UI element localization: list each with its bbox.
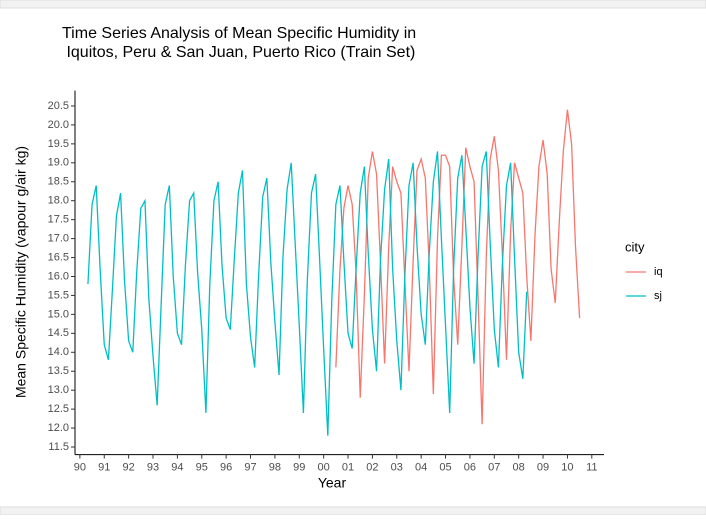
x-tick-label: 92 bbox=[123, 462, 135, 474]
x-tick-label: 07 bbox=[488, 462, 500, 474]
y-tick-label: 14.5 bbox=[48, 327, 69, 339]
y-tick-label: 17.0 bbox=[48, 233, 69, 245]
y-tick-label: 14.0 bbox=[48, 346, 69, 358]
x-tick-label: 06 bbox=[464, 462, 476, 474]
chart-title: Time Series Analysis of Mean Specific Hu… bbox=[62, 25, 416, 42]
y-tick-label: 13.5 bbox=[48, 365, 69, 377]
x-tick-label: 11 bbox=[586, 462, 597, 474]
x-tick-label: 10 bbox=[561, 462, 573, 474]
y-tick-label: 15.0 bbox=[48, 308, 69, 320]
y-tick-label: 13.0 bbox=[48, 384, 69, 396]
y-axis-label: Mean Specific Humidity (vapour g/air kg) bbox=[13, 146, 29, 398]
y-tick-label: 19.0 bbox=[48, 157, 69, 169]
x-tick-label: 96 bbox=[220, 462, 232, 474]
x-tick-label: 91 bbox=[98, 462, 110, 474]
y-tick-label: 18.5 bbox=[48, 176, 69, 188]
x-axis-label: Year bbox=[318, 475, 347, 491]
x-tick-label: 09 bbox=[537, 462, 549, 474]
legend-label: iq bbox=[654, 266, 663, 278]
y-tick-label: 16.0 bbox=[48, 270, 69, 282]
x-tick-label: 94 bbox=[171, 462, 183, 474]
y-tick-label: 18.0 bbox=[48, 195, 69, 207]
legend-title: city bbox=[625, 239, 645, 254]
x-tick-label: 02 bbox=[366, 462, 378, 474]
y-tick-label: 12.5 bbox=[48, 403, 69, 415]
y-tick-label: 17.5 bbox=[48, 214, 69, 226]
x-tick-label: 93 bbox=[147, 462, 159, 474]
x-tick-label: 05 bbox=[439, 462, 451, 474]
y-tick-label: 15.5 bbox=[48, 289, 69, 301]
x-tick-label: 99 bbox=[293, 462, 305, 474]
x-tick-label: 95 bbox=[196, 462, 208, 474]
x-tick-label: 01 bbox=[342, 462, 354, 474]
y-tick-label: 19.5 bbox=[48, 138, 69, 150]
x-tick-label: 00 bbox=[318, 462, 330, 474]
x-tick-label: 03 bbox=[391, 462, 403, 474]
chart-title: Iquitos, Peru & San Juan, Puerto Rico (T… bbox=[62, 44, 415, 61]
x-tick-label: 98 bbox=[269, 462, 281, 474]
y-tick-label: 11.5 bbox=[48, 441, 69, 453]
y-tick-label: 20.5 bbox=[48, 100, 69, 112]
frame-top bbox=[0, 0, 706, 9]
frame-bottom bbox=[0, 506, 706, 516]
x-tick-label: 97 bbox=[244, 462, 256, 474]
x-tick-label: 08 bbox=[513, 462, 525, 474]
y-tick-label: 20.0 bbox=[48, 119, 69, 131]
x-tick-label: 04 bbox=[415, 462, 427, 474]
y-tick-label: 12.0 bbox=[48, 422, 69, 434]
series-line bbox=[335, 109, 581, 425]
legend-label: sj bbox=[654, 290, 662, 302]
x-tick-label: 90 bbox=[74, 462, 86, 474]
series-line bbox=[87, 151, 528, 436]
y-tick-label: 16.5 bbox=[48, 251, 69, 263]
